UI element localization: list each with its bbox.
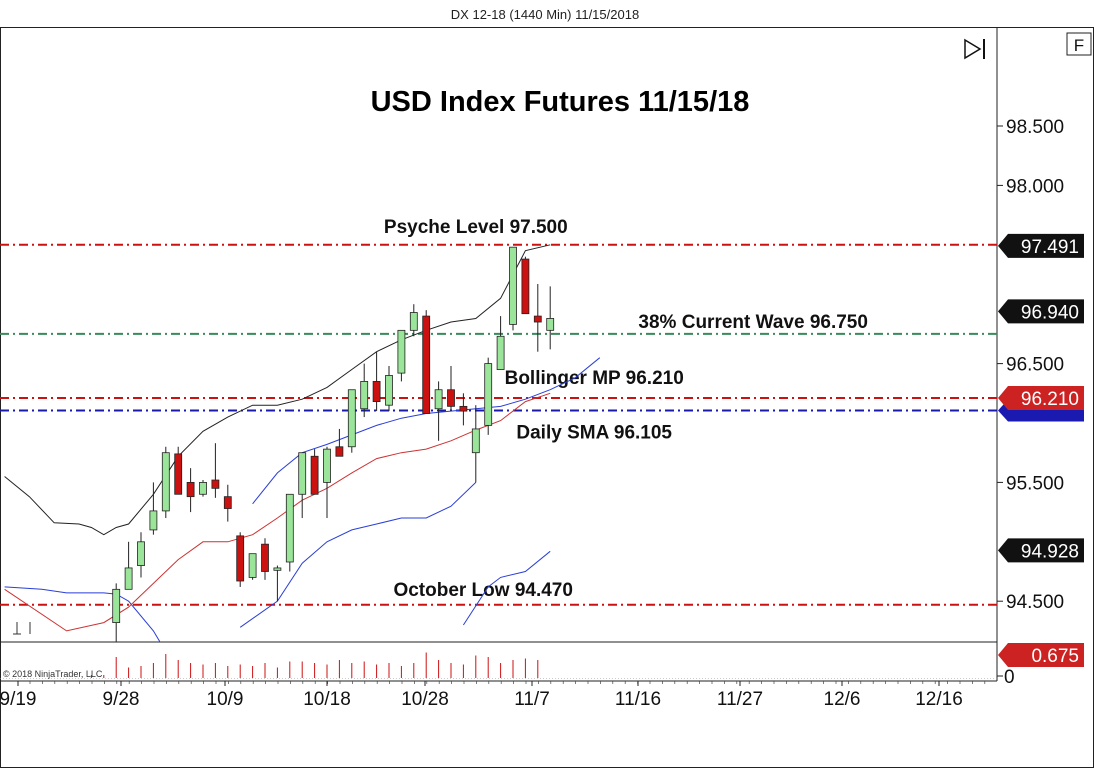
price-flag-label: 94.928 — [1021, 541, 1079, 562]
price-flag-label: 97.491 — [1021, 237, 1079, 258]
left-marker-icon — [13, 622, 31, 635]
time-tick-label: 11/16 — [615, 689, 661, 710]
candle-body — [335, 446, 344, 457]
time-tick-label: 11/27 — [717, 689, 763, 710]
time-tick-label: 12/6 — [824, 689, 861, 710]
candle-body — [261, 543, 269, 572]
bollinger-lower-line — [4, 586, 161, 642]
candle-body — [434, 389, 443, 410]
candle-body — [112, 588, 121, 623]
candle-body — [137, 541, 145, 566]
levels-layer: Psyche Level 97.500 38% Current Wave 96.7… — [0, 217, 997, 606]
time-tick-label: 11/7 — [514, 689, 550, 710]
time-tick-label: 12/16 — [915, 689, 963, 710]
candle-body — [385, 375, 393, 406]
f-button-label: F — [1074, 36, 1084, 55]
price-tick-label: 95.500 — [1006, 473, 1064, 494]
candle-body — [509, 246, 517, 325]
f-button[interactable] — [1066, 32, 1092, 56]
price-flags: 97.491 96.940 96.210 94.928 0.675 — [998, 233, 1084, 667]
candle-body — [310, 455, 319, 495]
time-tick-label: 10/9 — [207, 689, 244, 710]
candle-body — [496, 335, 505, 370]
candle-body — [323, 448, 331, 483]
chart-title: USD Index Futures 11/15/18 — [371, 86, 750, 118]
price-flag — [998, 233, 1084, 258]
candle-body — [273, 567, 282, 571]
price-flag — [998, 538, 1084, 563]
time-tick-label: 10/28 — [401, 689, 449, 710]
candle-body — [546, 318, 555, 331]
candle-body — [471, 428, 480, 454]
candle-body — [347, 389, 356, 448]
candle-body — [174, 453, 183, 495]
candle-body — [521, 258, 530, 315]
candle-body — [459, 405, 468, 412]
time-axis-ticks: 9/19 9/28 10/9 10/18 10/28 11/7 11/16 11/27 12/6… — [0, 681, 986, 710]
candle-body — [236, 535, 245, 582]
level-label: Daily SMA 96.105 — [516, 423, 672, 444]
level-label: Bollinger MP 96.210 — [505, 368, 684, 389]
price-axis-ticks: 98.500 98.000 96.500 95.500 94.500 0 — [997, 117, 1064, 688]
level-label: October Low 94.470 — [393, 580, 573, 601]
price-flag — [998, 386, 1084, 411]
candle-body — [285, 493, 294, 563]
price-flag-label: 96.210 — [1021, 389, 1079, 410]
chart-caption: DX 12-18 (1440 Min) 11/15/2018 — [451, 7, 639, 22]
candles-layer — [112, 246, 555, 642]
candle-body — [533, 315, 542, 323]
candle-body — [211, 479, 220, 489]
price-tick-label: 98.000 — [1006, 176, 1064, 197]
price-tick-label: 96.500 — [1006, 355, 1064, 376]
scroll-to-end-icon[interactable] — [964, 38, 985, 60]
bollinger-lower-line-2 — [239, 482, 477, 628]
price-flag-label: 96.940 — [1021, 302, 1079, 323]
candle-body — [447, 389, 455, 407]
volume-layer — [0, 652, 997, 679]
candle-body — [149, 510, 158, 531]
bollinger-upper-line — [4, 244, 551, 536]
price-flag — [998, 299, 1084, 324]
candle-body — [372, 381, 381, 403]
candle-body — [186, 481, 195, 498]
time-tick-label: 9/28 — [103, 689, 140, 710]
candle-body — [484, 363, 493, 426]
price-tick-label: 98.500 — [1006, 117, 1064, 138]
time-tick-label: 10/18 — [303, 689, 351, 710]
candle-body — [248, 553, 257, 578]
volume-tick-label: 0 — [1004, 667, 1015, 688]
price-tick-label: 94.500 — [1006, 592, 1064, 613]
bollinger-lower-line-3 — [462, 550, 551, 626]
level-label: Psyche Level 97.500 — [384, 217, 568, 238]
candle-body — [223, 496, 232, 509]
candle-body — [422, 315, 431, 414]
candle-body — [360, 381, 369, 410]
copyright-text: © 2018 NinjaTrader, LLC — [3, 669, 103, 679]
time-tick-label: 9/19 — [0, 689, 36, 710]
candle-body — [397, 329, 406, 374]
volume-flag — [998, 643, 1084, 667]
volume-flag-label: 0.675 — [1031, 646, 1079, 667]
candle-body — [161, 452, 170, 512]
level-label: 38% Current Wave 96.750 — [638, 312, 868, 333]
candle-body — [124, 567, 133, 590]
candle-body — [298, 452, 307, 495]
candle-body — [199, 481, 207, 495]
candle-body — [409, 312, 418, 331]
